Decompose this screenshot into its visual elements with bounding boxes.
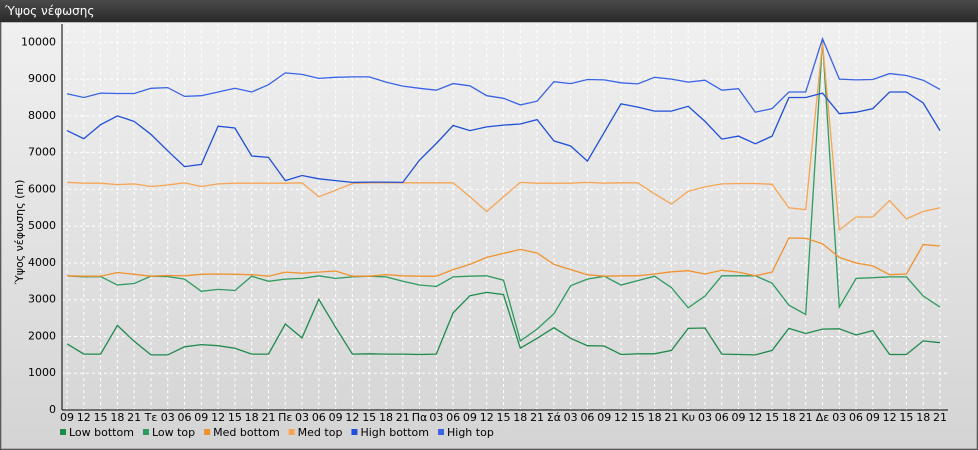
x-tick-label: 15	[899, 411, 913, 424]
legend-label: High bottom	[360, 426, 429, 439]
series-line	[66, 291, 941, 356]
x-tick-label: 12	[345, 411, 359, 424]
legend-label: Med top	[298, 426, 343, 439]
x-tick-label: 12	[77, 411, 91, 424]
x-tick-label: Τε	[144, 411, 158, 424]
series-line	[66, 42, 941, 232]
y-tick-label: 8000	[28, 109, 56, 122]
legend-label: High top	[447, 426, 494, 439]
x-tick-label: Κυ	[681, 411, 695, 424]
x-tick-label: Δε	[816, 411, 830, 424]
x-tick-label: 12	[480, 411, 494, 424]
x-tick-label: 03	[832, 411, 846, 424]
x-tick-label: 15	[765, 411, 779, 424]
x-tick-label: 03	[161, 411, 175, 424]
x-tick-label: 15	[94, 411, 108, 424]
x-tick-label: 12	[211, 411, 225, 424]
title-bar: Ύψος νέφωσης	[0, 0, 978, 22]
x-tick-label: 18	[513, 411, 527, 424]
chart: Ύψος νέφωσης (m) 0 1000 2000 3000 4000 5000 60…	[0, 22, 978, 450]
x-tick-label: 09	[463, 411, 477, 424]
x-tick-label: 06	[580, 411, 594, 424]
x-tick-label: 12	[748, 411, 762, 424]
y-tick-label: 10000	[21, 35, 56, 48]
y-tick-label: 7000	[28, 146, 56, 159]
y-axis-label: Ύψος νέφωσης (m)	[13, 180, 26, 286]
y-tick-label: 6000	[28, 182, 56, 195]
x-tick-label: 21	[127, 411, 141, 424]
x-tick-label: 09	[732, 411, 746, 424]
x-tick-label: 03	[429, 411, 443, 424]
y-tick-label: 5000	[28, 219, 56, 232]
x-tick-label: 18	[782, 411, 796, 424]
x-tick-label: 09	[329, 411, 343, 424]
x-tick-label: 09	[597, 411, 611, 424]
x-tick-label: 21	[396, 411, 410, 424]
x-tick-label: Πα	[412, 411, 428, 424]
x-tick-label: 09	[60, 411, 74, 424]
x-tick-label: Σά	[547, 411, 561, 424]
x-tick-label: 03	[295, 411, 309, 424]
x-tick-label: 18	[916, 411, 930, 424]
legend-swatch	[438, 429, 444, 435]
legend-label: Low bottom	[69, 426, 134, 439]
x-tick-label: 15	[228, 411, 242, 424]
panel	[0, 22, 978, 450]
y-tick-label: 1000	[28, 366, 56, 379]
x-tick-label: 06	[715, 411, 729, 424]
x-tick-label: 21	[261, 411, 275, 424]
x-tick-label: 18	[648, 411, 662, 424]
legend-swatch	[351, 429, 358, 435]
series-line	[66, 237, 941, 277]
x-tick-label: 12	[883, 411, 897, 424]
y-tick-label: 0	[49, 403, 56, 416]
x-tick-label: 18	[379, 411, 393, 424]
y-tick-label: 4000	[28, 256, 56, 269]
legend-swatch	[60, 429, 66, 435]
x-tick-label: 06	[849, 411, 863, 424]
legend-swatch	[288, 429, 295, 435]
x-tick-label: 09	[194, 411, 208, 424]
legend-swatch	[142, 429, 149, 435]
x-tick-label: 09	[866, 411, 880, 424]
legend-swatch	[204, 429, 211, 435]
x-tick-label: 21	[799, 411, 813, 424]
legend-label: Med bottom	[213, 426, 280, 439]
x-tick-label: 18	[110, 411, 124, 424]
x-tick-label: 06	[178, 411, 192, 424]
x-tick-label: 06	[446, 411, 460, 424]
legend-label: Low top	[152, 426, 195, 439]
x-tick-label: 06	[312, 411, 326, 424]
y-tick-label: 3000	[28, 293, 56, 306]
series-line	[66, 91, 941, 184]
x-tick-label: 15	[631, 411, 645, 424]
x-tick-label: Πε	[278, 411, 292, 424]
x-tick-label: 18	[245, 411, 259, 424]
series-line	[66, 40, 941, 342]
y-tick-label: 2000	[28, 329, 56, 342]
x-tick-label: 21	[530, 411, 544, 424]
x-tick-label: 12	[614, 411, 628, 424]
x-tick-label: 21	[933, 411, 947, 424]
series-line	[66, 36, 941, 113]
x-tick-label: 03	[564, 411, 578, 424]
x-tick-label: 15	[362, 411, 376, 424]
x-tick-label: 15	[497, 411, 511, 424]
x-tick-label: 03	[698, 411, 712, 424]
y-tick-label: 9000	[28, 72, 56, 85]
x-tick-label: 21	[664, 411, 678, 424]
